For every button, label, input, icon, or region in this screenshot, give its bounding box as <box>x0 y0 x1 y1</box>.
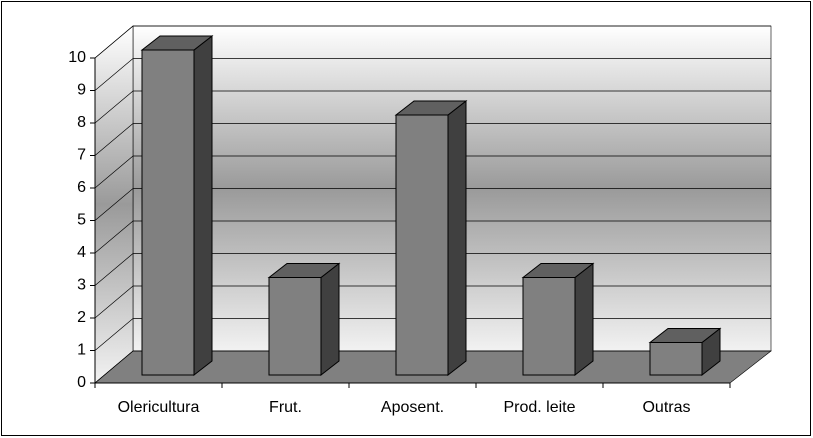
y-tick-label: 2 <box>77 309 86 326</box>
x-tick-label: Outras <box>642 399 690 416</box>
bar-side <box>574 262 594 377</box>
bar-side <box>193 34 213 377</box>
bar-front <box>649 342 703 376</box>
grid-line <box>94 285 134 319</box>
bar <box>267 262 341 377</box>
grid-line <box>94 25 134 59</box>
bar-front <box>268 277 322 376</box>
bar-side <box>320 262 340 377</box>
bar-top <box>521 263 595 278</box>
x-tick-label: Prod. leite <box>503 399 575 416</box>
bar-front <box>141 49 195 376</box>
bar <box>521 262 595 377</box>
bar <box>140 34 214 377</box>
y-tick-label: 9 <box>77 82 86 99</box>
grid-line <box>94 90 134 124</box>
grid-line <box>94 318 134 351</box>
y-tick-label: 7 <box>77 147 86 164</box>
grid-line <box>94 350 134 384</box>
grid-line <box>94 58 134 91</box>
x-tick-label: Frut. <box>269 399 302 416</box>
bar-front <box>522 277 576 376</box>
bar <box>648 327 722 377</box>
y-tick-label: 3 <box>77 277 86 294</box>
bar-top <box>140 35 214 51</box>
x-tick-label: Aposent. <box>381 399 444 416</box>
y-tick-label: 0 <box>77 374 86 391</box>
bar <box>394 99 468 377</box>
y-tick-label: 1 <box>77 342 86 359</box>
bar-top <box>394 100 468 116</box>
grid-line <box>94 220 134 254</box>
grid-line <box>94 123 134 156</box>
bar-top <box>648 328 722 343</box>
y-tick-label: 10 <box>68 49 86 66</box>
y-tick-label: 5 <box>77 212 86 229</box>
y-tick-label: 4 <box>77 244 86 261</box>
x-tick-label: Olericultura <box>118 399 200 416</box>
bar-side <box>447 99 467 377</box>
grid-line <box>94 253 134 286</box>
bar-top <box>267 263 341 278</box>
grid-line <box>94 188 134 221</box>
y-tick-label: 8 <box>77 114 86 131</box>
bar-front <box>395 114 449 376</box>
y-tick-label: 6 <box>77 179 86 196</box>
grid-line <box>94 155 134 189</box>
